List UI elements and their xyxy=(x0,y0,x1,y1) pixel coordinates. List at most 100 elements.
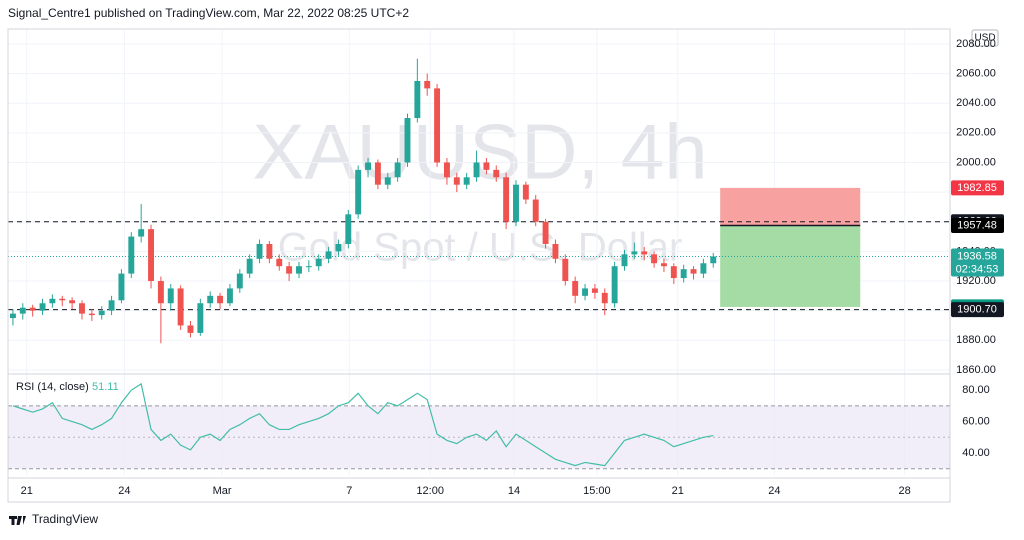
candle-body xyxy=(296,266,302,274)
y-tick-label: 1860.00 xyxy=(956,364,996,376)
candle-body xyxy=(315,258,322,267)
y-tick-label: 2060.00 xyxy=(956,67,996,79)
candle-body xyxy=(286,266,293,274)
candle-body xyxy=(463,177,470,185)
y-tick-label: 1920.00 xyxy=(956,275,996,287)
candle-body xyxy=(562,258,569,282)
x-tick-label: 15:00 xyxy=(583,485,611,497)
candle-body xyxy=(118,273,125,301)
rsi-line xyxy=(12,382,714,467)
candle-body xyxy=(79,303,85,314)
y-tick-label: 2000.00 xyxy=(956,156,996,168)
price-tag xyxy=(951,217,1004,233)
candle-body xyxy=(483,162,490,170)
candle-body xyxy=(522,184,529,200)
candle-body xyxy=(226,288,233,304)
x-tick-label: Mar xyxy=(213,485,232,497)
logo xyxy=(9,516,26,525)
candle-body xyxy=(49,298,56,304)
candle-body xyxy=(394,162,401,178)
candle-body xyxy=(88,313,95,316)
candle-body xyxy=(631,251,638,255)
candle-body xyxy=(542,221,549,244)
candle-body xyxy=(177,288,184,326)
price-tag-label: 1982.85 xyxy=(957,182,997,194)
candle-body xyxy=(39,303,46,311)
x-tick-label: 24 xyxy=(768,485,780,497)
candle-body xyxy=(641,251,648,255)
candle-body xyxy=(710,256,717,264)
candle-body xyxy=(148,229,154,282)
candle-body xyxy=(325,251,332,259)
candle-body xyxy=(552,243,559,259)
candle-body xyxy=(187,325,194,333)
candle-body xyxy=(424,80,431,89)
candle-body xyxy=(572,281,579,296)
candle-body xyxy=(256,243,263,259)
candle-body xyxy=(98,310,105,316)
target-zone xyxy=(720,225,861,307)
candle-body xyxy=(700,263,707,274)
x-tick-label: 21 xyxy=(672,485,684,497)
candle-body xyxy=(9,313,16,319)
candle-body xyxy=(384,177,391,185)
candle-body xyxy=(19,307,26,314)
currency-box xyxy=(971,29,999,47)
rsi-tick-label: 60.00 xyxy=(962,415,990,427)
y-tick-label: 2020.00 xyxy=(956,127,996,139)
y-tick-label: 2040.00 xyxy=(956,97,996,109)
rsi-title: RSI (14, close) xyxy=(16,381,89,393)
x-tick-label: 28 xyxy=(899,485,911,497)
frame xyxy=(7,28,951,503)
candle-body xyxy=(651,254,658,264)
candle-body xyxy=(513,184,519,222)
watermark: XAUUSD, 4h xyxy=(252,108,707,196)
candle-body xyxy=(621,254,628,267)
x-tick-label: 24 xyxy=(118,485,130,497)
candle-body xyxy=(236,273,243,289)
currency: USD xyxy=(974,33,995,44)
candle-body xyxy=(660,263,667,267)
price-tag-label: 1957.48 xyxy=(957,219,997,231)
candle-body xyxy=(167,288,174,304)
candle-body xyxy=(365,162,371,170)
candle-body xyxy=(503,177,510,222)
header: Signal_Centre1 published on TradingView.… xyxy=(8,6,409,20)
candle-body xyxy=(217,295,224,304)
x-tick-label: 21 xyxy=(21,485,33,497)
candle-body xyxy=(197,303,204,333)
candle-body xyxy=(591,288,598,293)
candle-body xyxy=(601,292,608,304)
candle-body xyxy=(453,177,460,185)
price-tag-label: 1900.70 xyxy=(957,304,997,316)
stop-zone xyxy=(720,187,861,226)
candle-body xyxy=(207,295,214,304)
x-tick-label: 12:00 xyxy=(416,485,444,497)
price-tag xyxy=(951,248,1004,277)
candle-body xyxy=(276,258,283,267)
candle-body xyxy=(690,269,697,274)
candle-body xyxy=(138,229,145,237)
plot-layer xyxy=(8,30,950,475)
rsi-last: 51.11 xyxy=(92,381,119,393)
candle-body xyxy=(414,80,421,119)
candle-body xyxy=(157,281,164,304)
rsi-tick-label: 40.00 xyxy=(962,447,990,459)
candle-body xyxy=(128,236,135,274)
y-tick-label: 1880.00 xyxy=(956,334,996,346)
candle-body xyxy=(611,266,618,304)
candle-body xyxy=(443,162,450,178)
footer: TradingView xyxy=(32,512,98,526)
countdown: 02:34:53 xyxy=(956,263,999,275)
candle-body xyxy=(532,199,539,222)
y-tick-label: 2080.00 xyxy=(956,38,996,50)
price-tag-label: 1936.58 xyxy=(957,250,997,262)
candle-body xyxy=(305,266,312,268)
candle-body xyxy=(374,162,381,185)
candle-body xyxy=(59,298,66,301)
candle-body xyxy=(670,266,677,279)
candle-body xyxy=(266,243,273,259)
candle-body xyxy=(335,243,342,252)
candle-body xyxy=(473,162,480,178)
